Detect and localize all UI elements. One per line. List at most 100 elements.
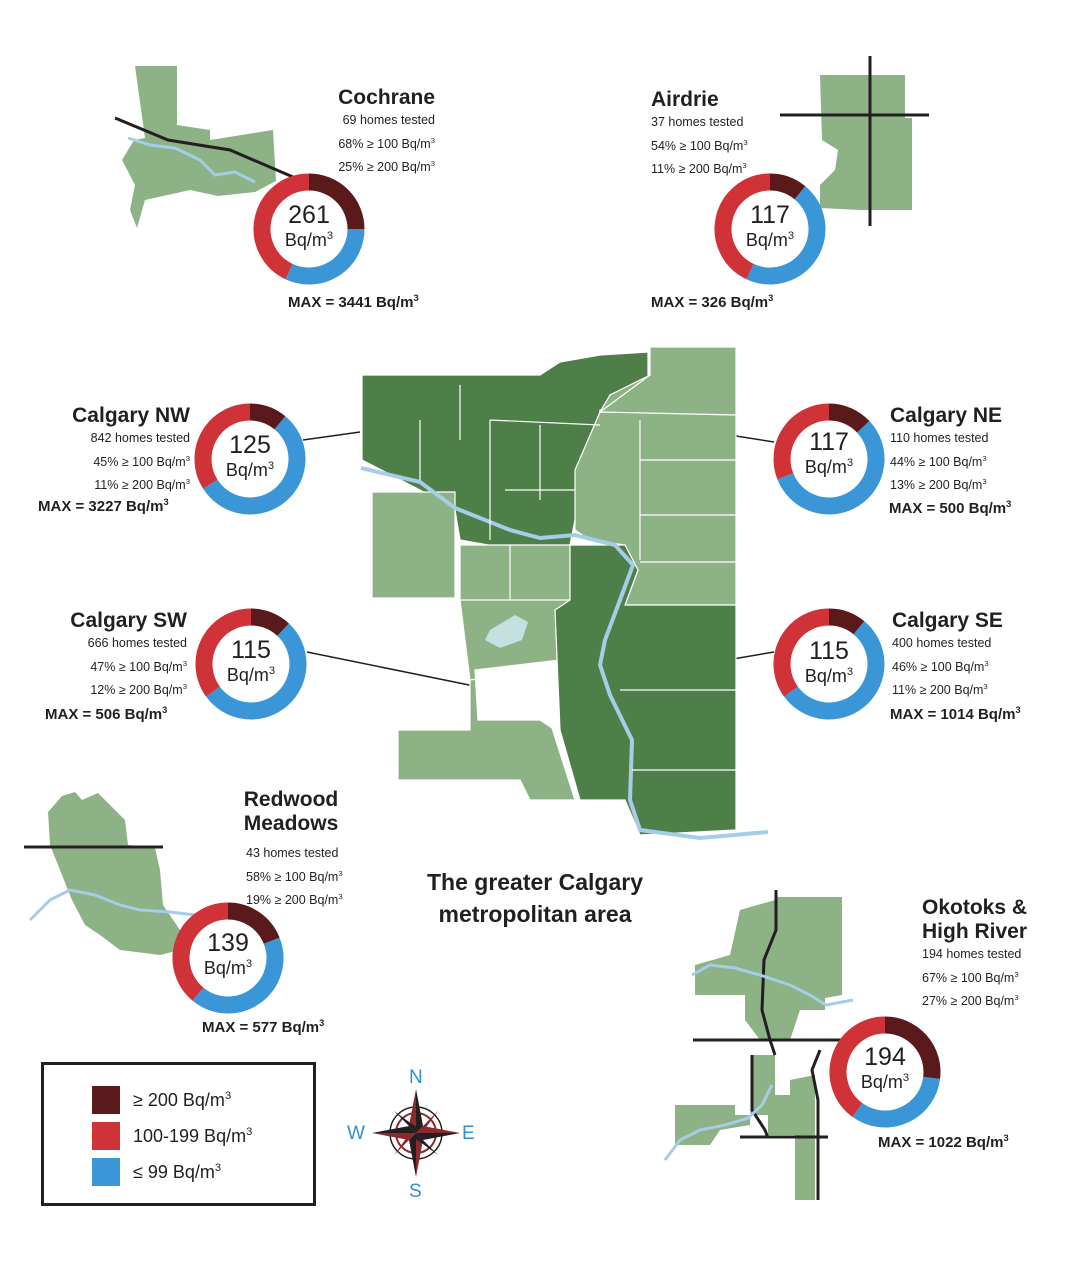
ring-unit: Bq/m3 [745, 230, 795, 250]
pct-100: 68% ≥ 100 Bq/m3 [338, 135, 435, 151]
pct-200: 11% ≥ 200 Bq/m3 [94, 477, 190, 493]
redwood-ring-label: 139 Bq/m3 [180, 931, 276, 978]
ring-value: 115 [231, 636, 271, 664]
map-title: The greater Calgary metropolitan area [426, 869, 644, 927]
ring-unit: Bq/m3 [203, 958, 253, 978]
pct-200: 27% ≥ 200 Bq/m3 [922, 993, 1019, 1009]
region-name-line2: High River [922, 920, 1028, 943]
calgary-sw-max: MAX = 506 Bq/m3 [45, 705, 168, 723]
calgary_se-ring-low [784, 621, 885, 720]
legend-item-low: ≤ 99 Bq/m3 [92, 1158, 222, 1186]
region-name-line1: Okotoks & [922, 896, 1028, 919]
airdrie-ring-low [746, 186, 826, 285]
connector-ne [735, 435, 775, 443]
calgary-ne-info: Calgary NE 110 homes tested 44% ≥ 100 Bq… [890, 404, 1002, 496]
calgary-se-max: MAX = 1014 Bq/m3 [890, 705, 1021, 723]
ring-unit: Bq/m3 [804, 666, 854, 686]
airdrie-ring-label: 117 Bq/m3 [722, 201, 818, 250]
region-name-line1: Redwood [243, 788, 339, 811]
ring-unit: Bq/m3 [225, 460, 275, 480]
ring-unit: Bq/m3 [226, 665, 276, 685]
okotoks-map [663, 890, 854, 1200]
ring-value: 117 [750, 201, 790, 229]
ring-charts [172, 173, 941, 1128]
okotoks-max: MAX = 1022 Bq/m3 [878, 1133, 1009, 1151]
redwood-map [24, 792, 196, 955]
cochrane-ring-low [285, 228, 365, 285]
cochrane-ring-high [308, 173, 365, 230]
compass-west: W [347, 1123, 365, 1144]
region-name: Calgary NE [890, 404, 1003, 427]
calgary-nw-info: Calgary NW 842 homes tested 45% ≥ 100 Bq… [72, 404, 190, 496]
pct-200: 13% ≥ 200 Bq/m3 [890, 477, 987, 493]
cochrane-max: MAX = 3441 Bq/m3 [288, 293, 419, 311]
redwood-ring-mid [172, 902, 229, 1001]
calgary-ne-ring-label: 117 Bq/m3 [781, 428, 877, 477]
calgary_ne-ring-low [777, 421, 885, 515]
airdrie-ring-high [769, 173, 806, 200]
calgary-sw-ring-label: 115 Bq/m3 [203, 636, 299, 685]
connector-lines [302, 431, 775, 687]
calgary-sw-info: Calgary SW 666 homes tested 47% ≥ 100 Bq… [70, 609, 187, 701]
region-name: Cochrane [338, 86, 435, 109]
pct-200: 11% ≥ 200 Bq/m3 [651, 161, 747, 177]
okotoks-ring-high [884, 1016, 941, 1079]
pct-100: 46% ≥ 100 Bq/m3 [892, 658, 989, 674]
homes-tested: 842 homes tested [90, 431, 190, 445]
compass-north: N [409, 1067, 423, 1088]
ring-value: 125 [229, 431, 271, 459]
region-name: Calgary SW [70, 609, 187, 632]
homes-tested: 194 homes tested [922, 947, 1022, 961]
calgary-nw-max: MAX = 3227 Bq/m3 [38, 497, 169, 515]
homes-tested: 69 homes tested [342, 113, 435, 127]
legend-swatch [92, 1086, 120, 1114]
pct-200: 12% ≥ 200 Bq/m3 [90, 682, 187, 698]
homes-tested: 110 homes tested [890, 431, 989, 445]
calgary_sw-ring-low [206, 623, 307, 720]
homes-tested: 43 homes tested [246, 846, 339, 860]
airdrie-max: MAX = 326 Bq/m3 [651, 293, 774, 311]
ring-value: 115 [809, 637, 849, 665]
ring-value: 194 [864, 1043, 906, 1071]
calgary-se-info: Calgary SE 400 homes tested 46% ≥ 100 Bq… [892, 609, 1003, 701]
connector-nw [302, 431, 361, 441]
legend-swatch [92, 1122, 120, 1150]
legend-item-high: ≥ 200 Bq/m3 [92, 1086, 232, 1114]
okotoks-ring-low [852, 1076, 941, 1128]
pct-100: 47% ≥ 100 Bq/m3 [90, 658, 187, 674]
calgary_se-ring-mid [773, 608, 830, 697]
ring-value: 261 [288, 201, 330, 229]
legend-item-mid: 100-199 Bq/m3 [92, 1122, 252, 1150]
compass-south: S [409, 1181, 422, 1202]
legend-label: ≤ 99 Bq/m3 [133, 1161, 222, 1182]
cochrane-map [114, 66, 301, 228]
airdrie-info: Airdrie 37 homes tested 54% ≥ 100 Bq/m3 … [651, 88, 748, 180]
redwood-max: MAX = 577 Bq/m3 [202, 1018, 325, 1036]
homes-tested: 666 homes tested [87, 636, 187, 650]
pct-200: 25% ≥ 200 Bq/m3 [338, 159, 435, 175]
ring-value: 117 [809, 428, 849, 456]
compass-rose-icon [372, 1089, 460, 1177]
legend: ≥ 200 Bq/m3 100-199 Bq/m3 ≤ 99 Bq/m3 [41, 1062, 316, 1206]
airdrie-ring-mid [714, 173, 771, 280]
calgary-se-ring-label: 115 Bq/m3 [781, 637, 877, 686]
connector-sw [306, 651, 475, 687]
region-name: Airdrie [651, 88, 719, 111]
redwood-info: Redwood Meadows [232, 788, 350, 836]
okotoks-info: Okotoks & High River 194 homes tested 67… [922, 896, 1027, 1012]
redwood-ring-high [227, 902, 280, 945]
okotoks-ring-label: 194 Bq/m3 [837, 1043, 933, 1092]
region-name-line2: Meadows [243, 812, 339, 835]
cochrane-ring-label: 261 Bq/m3 [261, 201, 357, 250]
okotoks-ring-mid [829, 1016, 886, 1117]
compass-east: E [462, 1123, 475, 1144]
calgary_nw-ring-low [203, 416, 306, 515]
calgary-ne-max: MAX = 500 Bq/m3 [889, 499, 1012, 517]
pct-100: 44% ≥ 100 Bq/m3 [890, 453, 987, 469]
cochrane-ring-mid [253, 173, 310, 280]
region-name: Calgary NW [72, 404, 190, 427]
calgary-nw-ring-label: 125 Bq/m3 [202, 431, 298, 480]
pct-100: 58% ≥ 100 Bq/m3 [246, 868, 343, 884]
legend-label: ≥ 200 Bq/m3 [133, 1089, 232, 1110]
